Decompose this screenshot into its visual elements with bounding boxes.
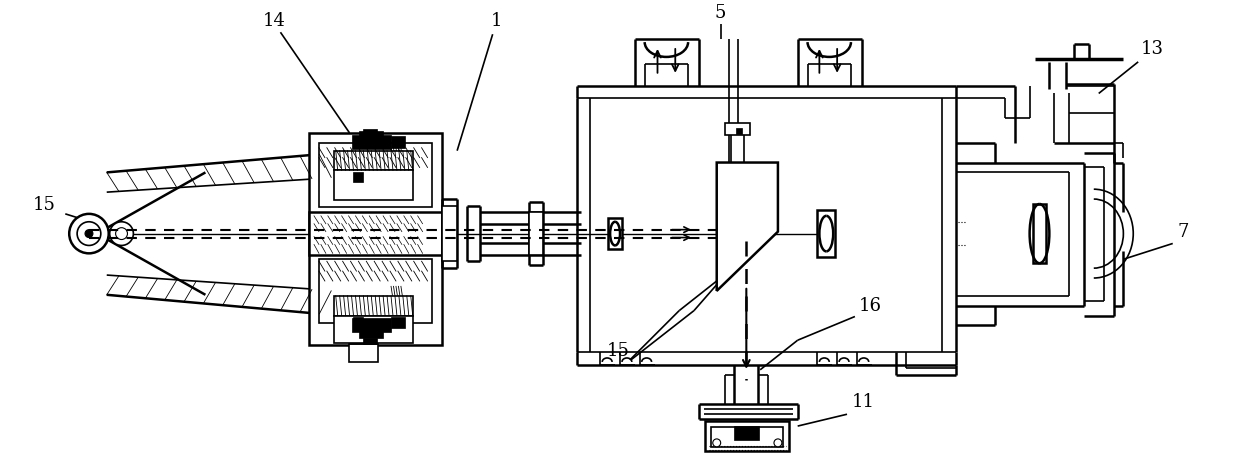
Text: 7: 7 — [1178, 223, 1189, 241]
Bar — [711, 427, 783, 447]
Text: 14: 14 — [263, 13, 286, 30]
Bar — [608, 218, 622, 250]
Polygon shape — [716, 163, 778, 291]
Text: 5: 5 — [715, 5, 726, 22]
Circle shape — [77, 222, 100, 245]
Bar — [736, 128, 742, 134]
Bar — [392, 136, 405, 148]
Bar — [735, 426, 760, 440]
Bar — [392, 317, 405, 328]
Bar — [529, 212, 543, 255]
Bar — [318, 259, 432, 324]
Bar — [318, 143, 432, 207]
Bar — [725, 123, 751, 135]
Circle shape — [110, 222, 134, 245]
Bar — [731, 133, 745, 164]
Bar — [333, 296, 413, 315]
Text: 11: 11 — [852, 394, 875, 411]
Bar — [363, 338, 377, 344]
Bar — [333, 150, 413, 170]
Bar — [359, 131, 383, 139]
Bar — [348, 344, 378, 362]
Bar — [705, 421, 789, 451]
Bar — [353, 317, 363, 326]
Bar — [363, 129, 377, 135]
Text: 15: 15 — [32, 196, 56, 214]
Text: 15: 15 — [607, 342, 629, 360]
Circle shape — [712, 439, 721, 447]
Bar — [352, 319, 392, 332]
Text: 1: 1 — [491, 13, 502, 30]
Text: 13: 13 — [1141, 40, 1165, 58]
Bar — [442, 206, 457, 261]
Circle shape — [115, 228, 128, 239]
Circle shape — [774, 439, 782, 447]
Bar — [333, 170, 413, 200]
Bar — [353, 172, 363, 182]
Bar — [309, 212, 442, 255]
Bar — [309, 133, 442, 345]
Bar — [818, 210, 835, 257]
Bar — [359, 330, 383, 338]
Circle shape — [69, 214, 109, 253]
Bar — [1032, 204, 1047, 263]
Bar — [333, 315, 413, 343]
Text: 16: 16 — [859, 297, 882, 314]
Circle shape — [85, 230, 93, 238]
Bar — [352, 135, 392, 149]
